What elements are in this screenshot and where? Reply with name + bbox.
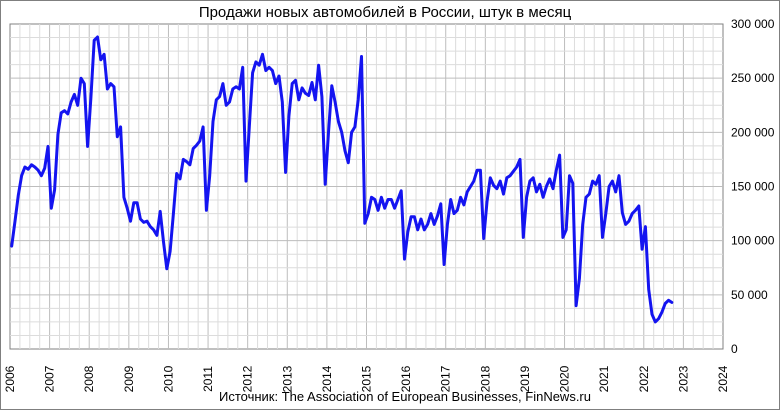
y-tick-label: 50 000 xyxy=(731,288,768,302)
x-tick-label: 2009 xyxy=(122,365,136,392)
x-tick-label: 2020 xyxy=(558,365,572,392)
y-axis: 0 50 000 100 000 150 000 200 000 250 000 300 0… xyxy=(731,17,775,356)
x-tick-label: 2024 xyxy=(716,365,730,392)
x-tick-label: 2016 xyxy=(399,365,413,392)
x-tick-label: 2019 xyxy=(518,365,532,392)
x-tick-label: 2015 xyxy=(360,365,374,392)
y-tick-label: 200 000 xyxy=(731,125,775,139)
series xyxy=(10,35,674,324)
x-tick-label: 2022 xyxy=(637,365,651,392)
y-tick-label: 300 000 xyxy=(731,17,775,31)
x-tick-label: 2014 xyxy=(320,365,334,392)
x-tick-label: 2012 xyxy=(241,365,255,392)
x-tick-label: 2010 xyxy=(161,365,175,392)
series-line xyxy=(10,35,674,324)
y-tick-label: 150 000 xyxy=(731,180,775,194)
y-tick-label: 250 000 xyxy=(731,71,775,85)
x-tick-label: 2017 xyxy=(439,365,453,392)
x-tick-label: 2021 xyxy=(597,365,611,392)
y-tick-label: 0 xyxy=(731,342,738,356)
x-tick-label: 2007 xyxy=(43,365,57,392)
source-note: Источник: The Association of European Bu… xyxy=(219,389,591,404)
x-tick-label: 2023 xyxy=(676,365,690,392)
y-tick-label: 100 000 xyxy=(731,234,775,248)
chart-title: Продажи новых автомобилей в России, штук… xyxy=(199,4,572,21)
x-tick-label: 2006 xyxy=(3,365,17,392)
x-tick-label: 2011 xyxy=(201,366,215,392)
x-axis: 2006 2007 2008 2009 2010 2011 2012 2013 2014 2015… xyxy=(3,365,730,392)
x-tick-label: 2018 xyxy=(478,365,492,392)
x-tick-label: 2008 xyxy=(82,365,96,392)
x-tick-label: 2013 xyxy=(280,365,294,392)
